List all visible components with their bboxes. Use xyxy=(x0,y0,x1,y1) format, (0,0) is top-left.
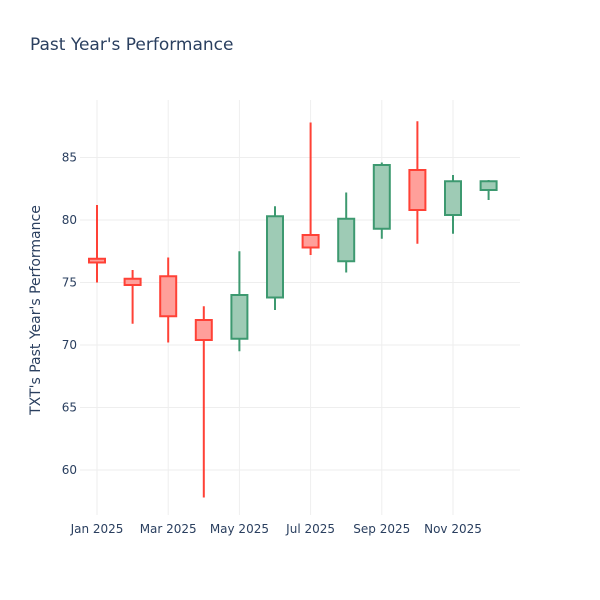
y-tick-label: 65 xyxy=(62,401,77,415)
candle-body xyxy=(266,215,284,299)
chart-title: Past Year's Performance xyxy=(30,35,234,55)
x-tick-label: Jan 2025 xyxy=(70,522,124,536)
y-axis-tick-labels: 60 65 70 75 80 85 xyxy=(62,151,77,478)
x-tick-label: Nov 2025 xyxy=(424,522,482,536)
candle xyxy=(230,251,249,352)
x-tick-label: Sep 2025 xyxy=(353,522,410,536)
candle xyxy=(337,192,356,273)
y-tick-label: 80 xyxy=(62,213,77,227)
candle-body xyxy=(444,180,462,216)
candle xyxy=(372,162,391,239)
candle-body xyxy=(88,257,106,264)
y-tick-label: 60 xyxy=(62,463,77,477)
x-tick-label: Jul 2025 xyxy=(285,522,335,536)
candle xyxy=(194,306,213,498)
candle-body xyxy=(479,180,498,191)
candle-body xyxy=(194,319,213,341)
candle xyxy=(88,205,106,283)
candle xyxy=(123,270,142,324)
candle-body xyxy=(337,217,356,263)
candle-body xyxy=(372,164,391,230)
y-tick-label: 75 xyxy=(62,276,77,290)
candle xyxy=(159,257,178,343)
x-tick-label: May 2025 xyxy=(210,522,269,536)
candles xyxy=(88,121,498,498)
candle-body xyxy=(123,277,142,286)
candle xyxy=(408,121,427,244)
candle xyxy=(266,206,284,310)
candle-body xyxy=(301,234,320,249)
y-tick-label: 85 xyxy=(62,151,77,165)
x-axis-tick-labels: Jan 2025 Mar 2025 May 2025 Jul 2025 Sep 2025… xyxy=(70,522,482,536)
candle xyxy=(444,175,462,234)
y-axis-label: TXT's Past Year's Performance xyxy=(28,205,44,416)
x-tick-label: Mar 2025 xyxy=(140,522,197,536)
y-tick-label: 70 xyxy=(62,338,77,352)
candle xyxy=(301,122,320,255)
candle-body xyxy=(408,169,427,211)
candle-body xyxy=(230,294,249,340)
candle-body xyxy=(159,275,178,318)
candle xyxy=(479,180,498,200)
